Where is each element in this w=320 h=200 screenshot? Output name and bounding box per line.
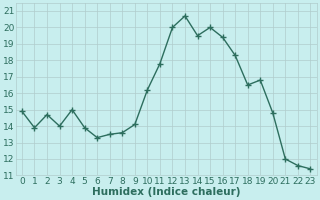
- X-axis label: Humidex (Indice chaleur): Humidex (Indice chaleur): [92, 187, 240, 197]
